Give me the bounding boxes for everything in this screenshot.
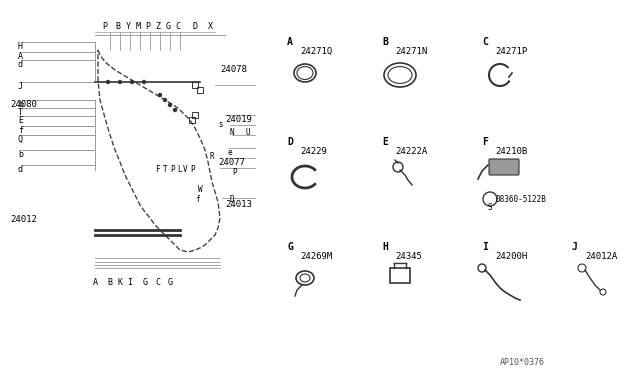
Text: A: A [18, 52, 23, 61]
Text: P: P [102, 22, 108, 31]
Text: J: J [572, 242, 578, 252]
Text: H: H [18, 42, 23, 51]
Text: A: A [93, 278, 97, 287]
Text: b: b [18, 100, 23, 109]
Text: X: X [207, 22, 212, 31]
Text: G: G [287, 242, 293, 252]
Text: Z: Z [156, 22, 161, 31]
Text: E: E [18, 116, 23, 125]
Text: 24271N: 24271N [395, 47, 428, 56]
Text: AP10*0376: AP10*0376 [500, 358, 545, 367]
Text: A: A [287, 37, 293, 47]
Text: W: W [198, 185, 203, 194]
Text: 24271P: 24271P [495, 47, 527, 56]
Text: 24012A: 24012A [585, 252, 617, 261]
Circle shape [131, 80, 134, 83]
Text: P: P [170, 165, 175, 174]
Text: C: C [156, 278, 161, 287]
Text: L: L [177, 165, 182, 174]
Text: G: G [168, 278, 173, 287]
Text: b: b [18, 150, 23, 159]
Text: G: G [143, 278, 147, 287]
Text: I: I [482, 242, 488, 252]
Text: M: M [136, 22, 141, 31]
Text: N: N [230, 128, 235, 137]
Bar [390, 268, 410, 283]
Text: K: K [118, 278, 122, 287]
Text: D: D [230, 195, 235, 204]
Text: 24013: 24013 [225, 200, 252, 209]
Circle shape [173, 109, 177, 112]
FancyBboxPatch shape [489, 159, 519, 175]
Circle shape [118, 80, 122, 83]
Text: d: d [18, 60, 23, 69]
Text: 08360-5122B: 08360-5122B [496, 195, 547, 204]
Text: Y: Y [125, 22, 131, 31]
Text: 24078: 24078 [220, 65, 247, 74]
Text: T: T [163, 165, 168, 174]
Text: 24269M: 24269M [300, 252, 332, 261]
Bar [189, 117, 195, 123]
Text: 24200H: 24200H [495, 252, 527, 261]
Text: B: B [382, 37, 388, 47]
Text: 24271Q: 24271Q [300, 47, 332, 56]
Text: F: F [482, 137, 488, 147]
Text: 24019: 24019 [225, 115, 252, 124]
Text: P: P [145, 22, 150, 31]
Text: T: T [18, 108, 23, 117]
Text: R: R [210, 152, 214, 161]
Text: s: s [218, 120, 223, 129]
Text: Q: Q [18, 135, 23, 144]
Text: B: B [108, 278, 113, 287]
Text: 24077: 24077 [218, 158, 245, 167]
Text: P: P [190, 165, 195, 174]
Text: I: I [127, 278, 132, 287]
Text: f: f [18, 126, 23, 135]
Text: 24012: 24012 [10, 215, 37, 224]
Text: H: H [382, 242, 388, 252]
Text: d: d [18, 165, 23, 174]
Text: G: G [166, 22, 170, 31]
Text: U: U [245, 128, 250, 137]
Circle shape [143, 80, 145, 83]
Text: D: D [287, 137, 293, 147]
Text: C: C [175, 22, 180, 31]
Circle shape [168, 103, 172, 106]
Text: 24210B: 24210B [495, 147, 527, 156]
Text: E: E [382, 137, 388, 147]
Text: 24229: 24229 [300, 147, 327, 156]
Text: C: C [482, 37, 488, 47]
Bar [197, 87, 203, 93]
Bar [192, 112, 198, 118]
Text: F: F [155, 165, 159, 174]
Text: S: S [487, 203, 492, 212]
Text: P: P [232, 168, 237, 177]
Text: J: J [18, 82, 23, 91]
Text: V: V [183, 165, 188, 174]
Circle shape [106, 80, 109, 83]
Bar [192, 82, 198, 88]
Text: D: D [193, 22, 198, 31]
Text: f: f [195, 195, 200, 204]
Circle shape [163, 99, 166, 102]
Circle shape [159, 93, 161, 96]
Text: 24080: 24080 [10, 100, 37, 109]
Text: e: e [228, 148, 232, 157]
Text: 24345: 24345 [395, 252, 422, 261]
Text: 24222A: 24222A [395, 147, 428, 156]
Text: B: B [115, 22, 120, 31]
